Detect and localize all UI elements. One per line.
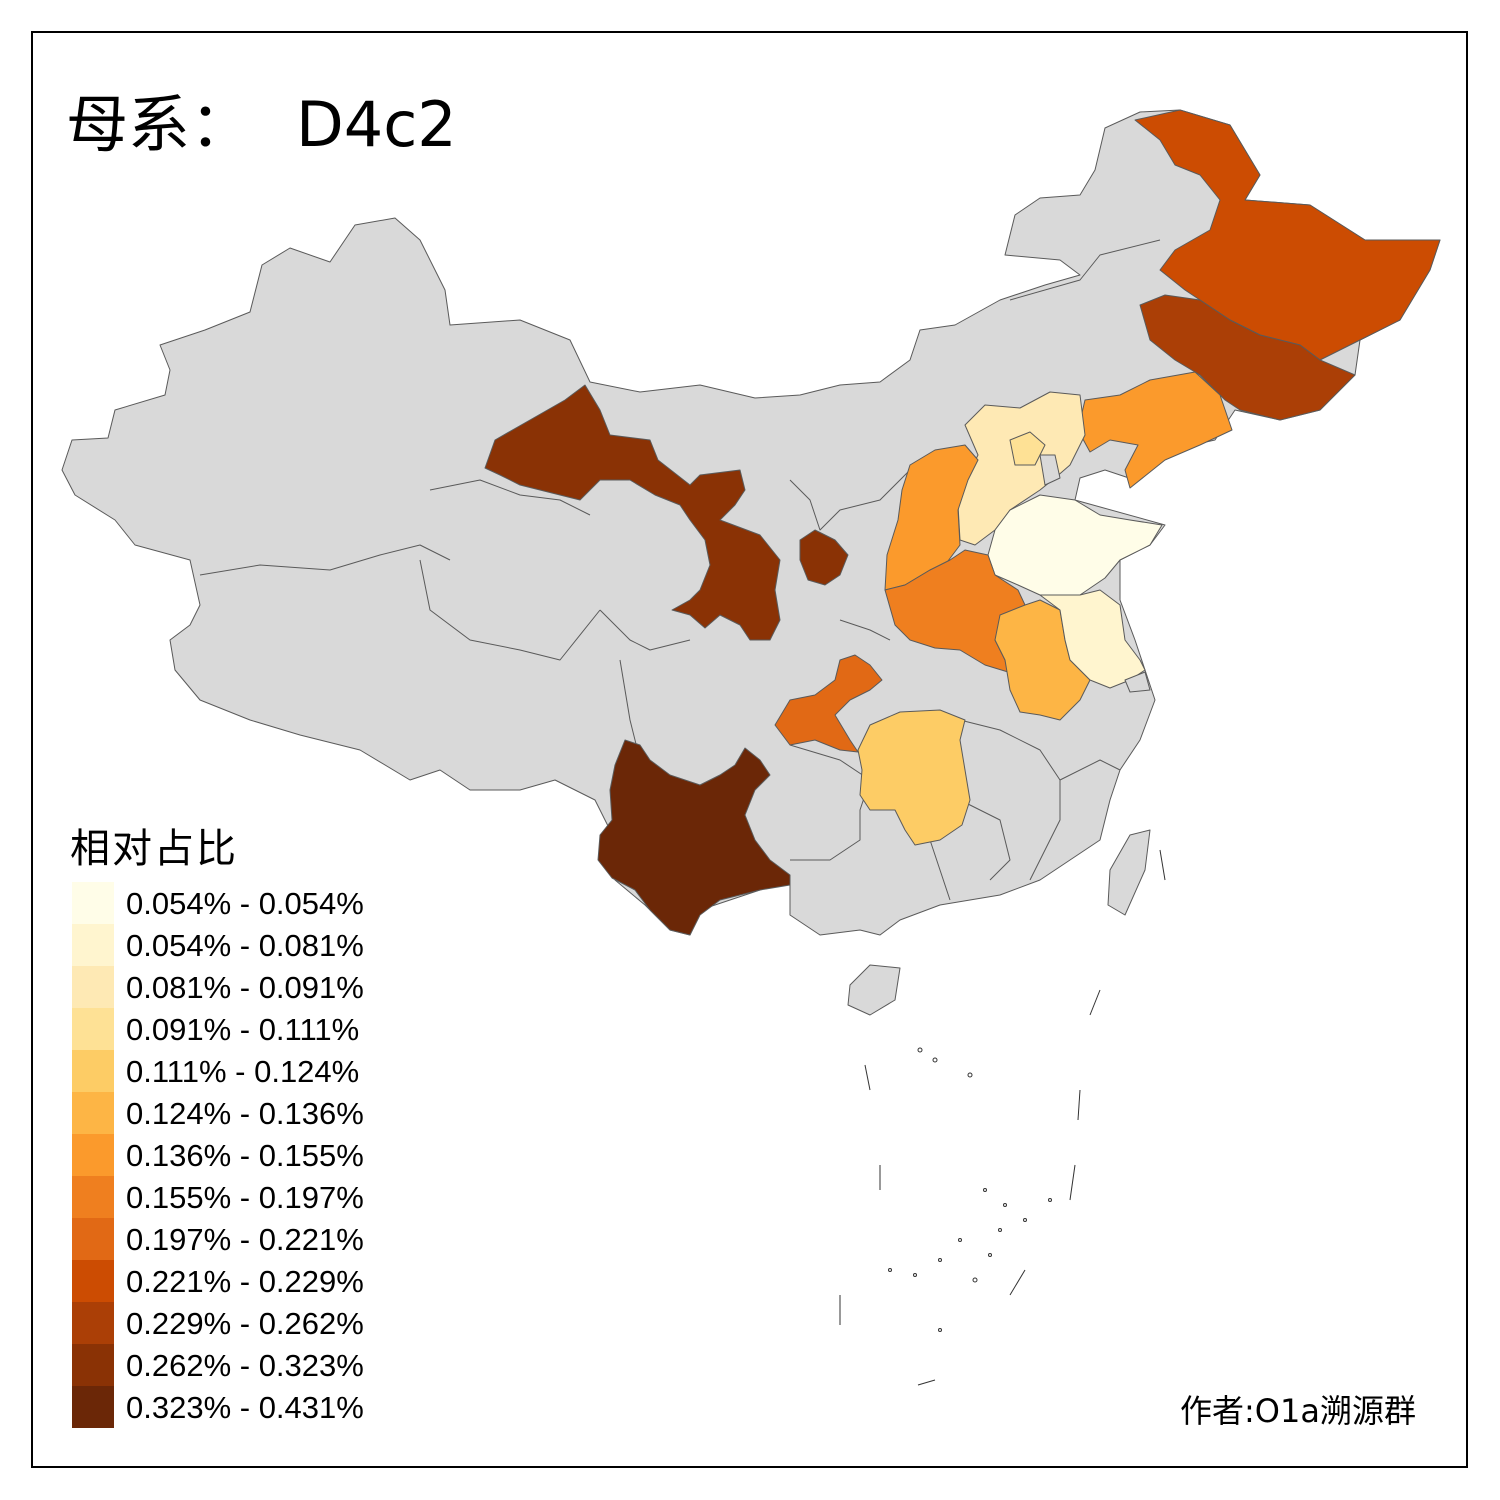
region-chongqing [774, 654, 883, 753]
legend-label: 0.262% - 0.323% [126, 1348, 364, 1383]
legend-label: 0.124% - 0.136% [126, 1096, 364, 1131]
legend-swatch [72, 1260, 114, 1302]
region-liaoning [1077, 371, 1233, 489]
legend-label: 0.054% - 0.081% [126, 928, 364, 963]
map-title: 母系： D4c2 [66, 74, 457, 164]
title-prefix: 母系： [66, 88, 253, 161]
author-credit: 作者:O1a溯源群 [1180, 1392, 1416, 1430]
region-yunnan [597, 739, 791, 936]
legend-swatch [72, 1344, 114, 1386]
region-taiwan [1107, 829, 1151, 916]
region-jilin [1139, 294, 1356, 421]
internal-boundaries [199, 239, 1161, 901]
map-frame [31, 31, 1468, 1468]
legend-label: 0.091% - 0.111% [126, 1012, 360, 1047]
region-ningxia [799, 529, 849, 586]
legend-label: 0.136% - 0.155% [126, 1138, 364, 1173]
legend-swatch [72, 1218, 114, 1260]
legend-label: 0.197% - 0.221% [126, 1222, 364, 1257]
legend-title: 相对占比 [70, 826, 238, 872]
region-shanghai [1124, 671, 1151, 693]
legend-swatch [72, 1092, 114, 1134]
region-tianjin [1039, 454, 1061, 486]
legend-label: 0.081% - 0.091% [126, 970, 364, 1005]
south-sea-islands [839, 849, 1166, 1386]
legend-label: 0.323% - 0.431% [126, 1390, 364, 1425]
region-anhui [994, 599, 1091, 721]
title-haplogroup: D4c2 [296, 88, 457, 161]
legend-swatch [72, 966, 114, 1008]
legend-label: 0.155% - 0.197% [126, 1180, 364, 1215]
region-shandong [987, 494, 1163, 599]
legend-swatch [72, 1302, 114, 1344]
legend-label: 0.221% - 0.229% [126, 1264, 364, 1299]
legend-label: 0.111% - 0.124% [126, 1054, 360, 1089]
legend-swatch [72, 924, 114, 966]
region-china-base [61, 109, 1441, 936]
region-hainan [847, 964, 901, 1016]
region-hunan [857, 709, 971, 846]
legend-label: 0.229% - 0.262% [126, 1306, 364, 1341]
legend-label: 0.054% - 0.054% [126, 886, 364, 921]
legend-swatch [72, 1008, 114, 1050]
legend-swatch [72, 882, 114, 924]
legend-swatch [72, 1050, 114, 1092]
legend-swatch [72, 1176, 114, 1218]
region-gansu [484, 384, 781, 641]
legend-swatch [72, 1134, 114, 1176]
legend-swatch [72, 1386, 114, 1428]
